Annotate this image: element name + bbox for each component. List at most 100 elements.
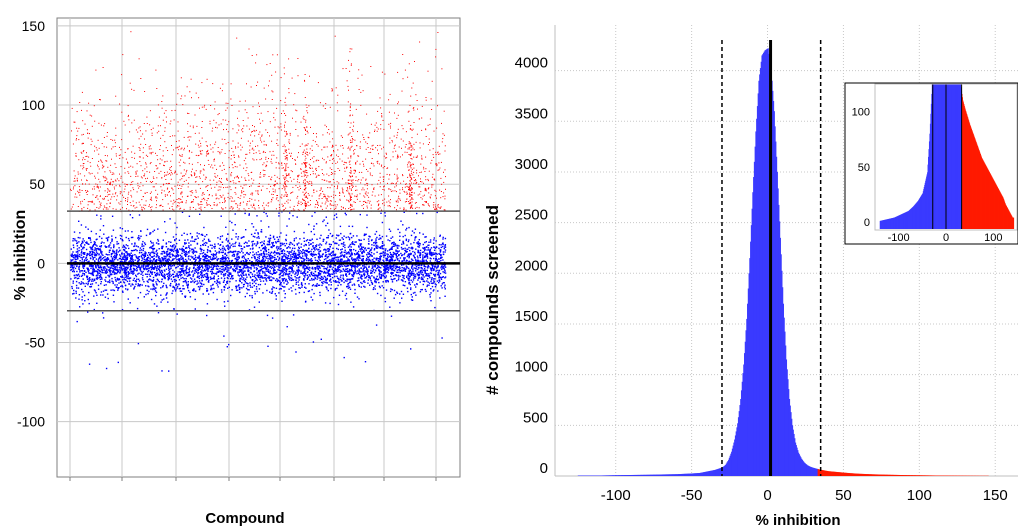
scatter-point-inactive: [198, 233, 200, 235]
scatter-point-inactive: [316, 283, 318, 285]
scatter-point-inactive: [172, 285, 174, 288]
scatter-point-inactive: [79, 232, 81, 234]
scatter-point-inactive: [155, 260, 158, 262]
scatter-point-inactive: [224, 259, 227, 261]
scatter-point-inactive: [336, 247, 338, 250]
scatter-point-inactive: [251, 256, 253, 259]
scatter-point-inactive: [288, 253, 290, 255]
scatter-point-inactive: [248, 253, 250, 256]
scatter-point-inactive: [250, 233, 253, 236]
scatter-point-inactive: [221, 241, 224, 243]
scatter-point-inactive: [436, 253, 438, 255]
scatter-point-inactive: [435, 252, 437, 255]
scatter-point-inactive: [243, 283, 245, 286]
scatter-point-inactive: [180, 290, 183, 292]
scatter-point-inactive: [133, 287, 135, 289]
scatter-point-inactive: [249, 282, 251, 284]
scatter-point-inactive: [391, 268, 393, 270]
scatter-point-inactive: [435, 240, 437, 242]
scatter-point-inactive: [203, 226, 205, 229]
scatter-point-inactive: [358, 279, 360, 282]
scatter-point-inactive: [152, 244, 155, 246]
scatter-point-inactive: [217, 278, 220, 280]
scatter-point-inactive: [378, 247, 380, 249]
scatter-point-inactive: [223, 275, 225, 277]
scatter-point-inactive: [166, 273, 168, 275]
scatter-point-inactive: [393, 297, 395, 299]
scatter-point-inactive: [412, 270, 414, 272]
scatter-point-inactive: [289, 266, 291, 268]
scatter-point-inactive: [361, 278, 363, 280]
scatter-point-inactive: [209, 251, 212, 253]
scatter-point-inactive: [355, 259, 357, 261]
scatter-point-inactive: [136, 260, 139, 262]
scatter-point-inactive: [206, 269, 208, 271]
scatter-point-inactive: [377, 267, 379, 269]
scatter-point-inactive: [154, 274, 157, 277]
scatter-point-inactive: [172, 290, 174, 292]
scatter-point-inactive: [178, 261, 181, 263]
scatter-point-inactive: [348, 238, 351, 241]
scatter-point-inactive: [327, 235, 330, 237]
scatter-point-inactive: [98, 249, 101, 251]
scatter-point-inactive: [287, 275, 290, 277]
scatter-point-inactive: [253, 285, 255, 287]
scatter-point-inactive: [405, 239, 407, 242]
scatter-point-inactive: [70, 269, 72, 271]
scatter-point-inactive: [357, 250, 360, 253]
scatter-point-inactive: [360, 281, 362, 284]
scatter-point-inactive: [320, 278, 323, 281]
scatter-point-inactive: [206, 290, 208, 292]
scatter-point-inactive: [338, 279, 340, 281]
scatter-point-inactive: [97, 288, 100, 290]
scatter-point-inactive: [391, 243, 393, 245]
scatter-point-inactive: [170, 278, 173, 280]
scatter-point-inactive: [442, 242, 444, 244]
scatter-point-inactive: [142, 240, 144, 243]
scatter-point-inactive: [182, 248, 185, 251]
scatter-point-inactive: [313, 292, 315, 295]
scatter-point-inactive: [175, 257, 177, 259]
scatter-point-inactive: [213, 246, 215, 248]
scatter-point-inactive: [107, 266, 109, 268]
scatter-point-inactive: [128, 253, 130, 255]
scatter-point-inactive: [220, 273, 222, 275]
scatter-point-inactive: [340, 232, 342, 235]
scatter-point-inactive: [330, 264, 332, 266]
scatter-point-inactive: [77, 255, 79, 257]
scatter-point-inactive: [235, 280, 237, 282]
scatter-point-inactive: [219, 244, 221, 246]
scatter-point-inactive: [375, 259, 377, 261]
scatter-point-inactive: [359, 271, 362, 273]
scatter-point-inactive: [297, 277, 299, 279]
scatter-point-inactive: [183, 232, 185, 234]
scatter-point-inactive: [156, 252, 159, 254]
scatter-point-inactive: [240, 237, 242, 239]
scatter-point-inactive: [333, 271, 336, 273]
scatter-point-inactive: [296, 269, 298, 272]
scatter-point-inactive: [313, 254, 315, 256]
scatter-point-inactive: [199, 264, 201, 267]
scatter-point-inactive: [71, 265, 73, 267]
scatter-point-inactive: [403, 258, 405, 260]
scatter-point-inactive: [122, 276, 124, 278]
scatter-point-inactive: [88, 253, 91, 255]
scatter-point-inactive: [225, 263, 228, 266]
scatter-point-inactive: [239, 270, 241, 272]
scatter-point-inactive: [401, 270, 403, 272]
scatter-point-inactive: [183, 250, 185, 252]
scatter-point-inactive: [150, 232, 152, 234]
scatter-point-inactive: [210, 268, 213, 271]
scatter-point-inactive: [323, 219, 325, 221]
scatter-point-inactive: [369, 255, 371, 258]
scatter-point-inactive: [353, 258, 355, 260]
scatter-point-inactive: [397, 247, 399, 249]
scatter-point-inactive: [390, 275, 392, 278]
scatter-point-inactive: [257, 256, 259, 259]
scatter-point-inactive: [213, 258, 215, 260]
scatter-point-inactive: [266, 264, 269, 267]
scatter-point-inactive: [249, 259, 251, 262]
scatter-point-inactive: [176, 275, 179, 277]
scatter-point-inactive: [353, 265, 355, 267]
scatter-point-inactive: [370, 239, 373, 242]
